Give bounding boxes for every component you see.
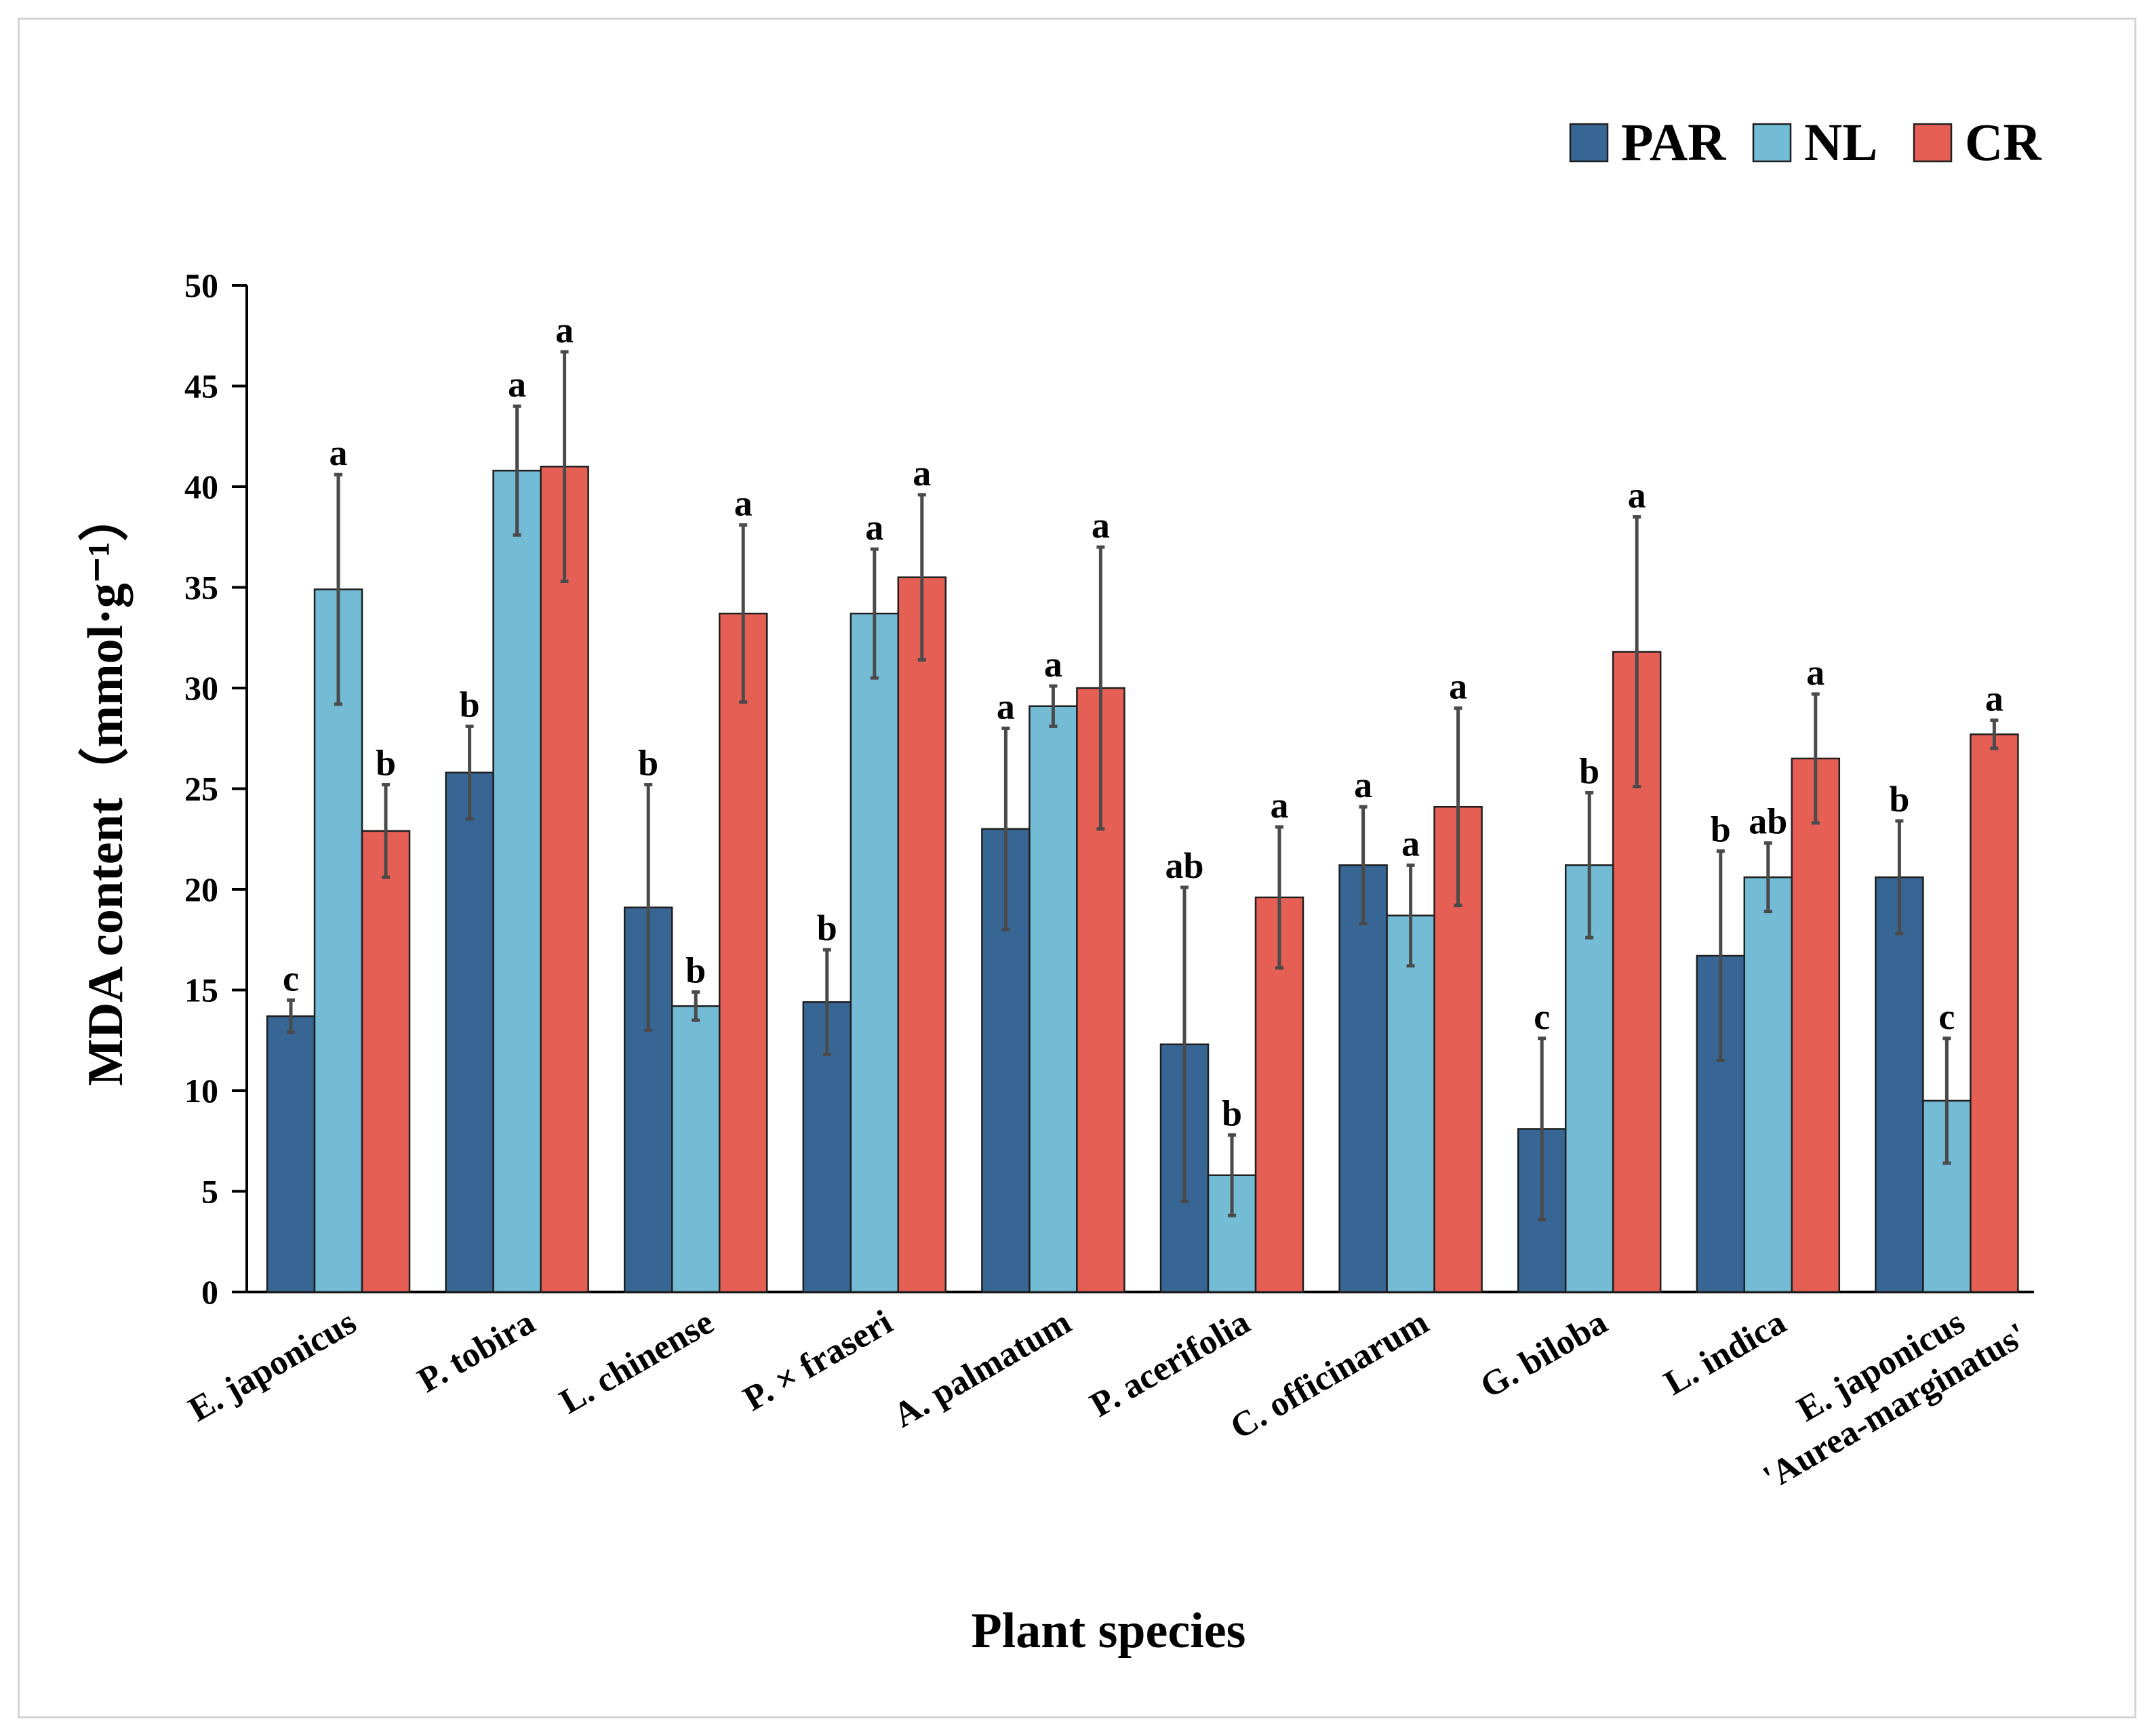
significance-letter: ab	[1165, 845, 1203, 886]
significance-letter: a	[997, 686, 1015, 727]
significance-letter: b	[1711, 809, 1731, 850]
category-label-line: G. biloba	[1474, 1303, 1614, 1406]
category-label: P. tobira	[412, 1303, 542, 1400]
category-label-line: L. indica	[1658, 1303, 1793, 1403]
significance-letter: a	[1449, 666, 1467, 707]
significance-letter: b	[376, 743, 396, 784]
bar-cr	[1791, 757, 1841, 1293]
bar-nl	[1029, 705, 1078, 1293]
legend-swatch-cr	[1913, 123, 1953, 163]
x-axis-title: Plant species	[972, 1603, 1246, 1659]
figure-frame	[18, 18, 2136, 1718]
y-axis-title: MDA content（mmol·g⁻¹）	[78, 491, 134, 1086]
significance-letter: a	[1401, 823, 1420, 864]
significance-letter: a	[1044, 644, 1062, 685]
category-label: G. biloba	[1474, 1303, 1614, 1406]
category-label-line: L. chinense	[553, 1303, 720, 1421]
category-label: A. palmatum	[887, 1303, 1077, 1435]
category-label-line: P. tobira	[412, 1303, 542, 1400]
y-tick-label: 25	[184, 770, 218, 808]
bar-cr	[718, 612, 768, 1293]
legend-label-cr: CR	[1965, 113, 2042, 171]
significance-letter: a	[508, 364, 526, 405]
category-label: E. japonicus	[182, 1303, 363, 1430]
bar-nl	[671, 1005, 721, 1293]
significance-letter: b	[685, 950, 706, 990]
category-label-line: A. palmatum	[887, 1303, 1077, 1435]
y-tick-label: 50	[184, 266, 218, 304]
bar-nl	[1743, 876, 1793, 1293]
significance-letter: a	[1806, 652, 1824, 693]
legend-swatch-par	[1569, 123, 1609, 163]
significance-letter: a	[1628, 475, 1646, 516]
y-tick-label: 10	[184, 1072, 218, 1110]
category-label: E. japonicus'Aurea-marginatus'	[1736, 1279, 2033, 1497]
significance-letter: a	[1271, 785, 1289, 826]
category-label: L. chinense	[553, 1303, 720, 1421]
y-tick-label: 20	[184, 870, 218, 908]
legend-swatch-nl	[1752, 123, 1792, 163]
bar-cr	[540, 466, 589, 1293]
significance-letter: b	[460, 684, 480, 725]
legend-label-nl: NL	[1804, 113, 1877, 171]
category-label: C. officinarum	[1224, 1303, 1435, 1447]
significance-letter: a	[734, 483, 753, 523]
bar-par	[1338, 864, 1388, 1293]
significance-letter: b	[817, 908, 837, 948]
significance-letter: a	[330, 432, 348, 473]
bar-nl	[850, 612, 900, 1293]
bar-par	[266, 1015, 316, 1293]
significance-letter: b	[1889, 779, 1909, 820]
significance-letter: b	[1222, 1093, 1242, 1133]
bar-nl	[492, 469, 542, 1293]
bar-par	[1875, 876, 1924, 1293]
y-tick-label: 45	[184, 367, 218, 405]
legend: PAR NL CR	[1569, 113, 2042, 171]
significance-letter: ab	[1749, 801, 1787, 842]
y-tick-label: 40	[184, 468, 218, 506]
significance-letter: a	[913, 453, 931, 493]
category-label: P. acerifolia	[1084, 1303, 1256, 1425]
significance-letter: a	[1985, 679, 2003, 719]
bar-cr	[361, 830, 411, 1293]
category-label-line: E. japonicus	[182, 1303, 363, 1430]
bar-nl	[313, 588, 363, 1293]
axes: 0 5 10 15 20 25 30 35 40 45 50	[184, 266, 2034, 1311]
category-label: P. × fraseri	[737, 1303, 899, 1419]
significance-letter: a	[1092, 505, 1110, 546]
significance-letter: c	[283, 958, 299, 998]
significance-letter: b	[1579, 750, 1599, 791]
significance-letter: a	[1354, 765, 1372, 805]
significance-letter: a	[555, 310, 574, 350]
y-tick-label: 35	[184, 569, 218, 607]
significance-letter: a	[865, 507, 883, 548]
bars-layer	[266, 350, 2019, 1293]
legend-label-par: PAR	[1621, 113, 1727, 171]
significance-letter: b	[638, 743, 658, 784]
category-label-line: P. acerifolia	[1084, 1303, 1256, 1425]
bar-cr	[897, 576, 947, 1293]
significance-letter: c	[1534, 996, 1550, 1037]
y-tick-label: 15	[184, 971, 218, 1009]
category-label: L. indica	[1658, 1303, 1793, 1403]
category-label-line: C. officinarum	[1224, 1303, 1435, 1447]
significance-letter: c	[1938, 996, 1955, 1037]
y-tick-label: 0	[201, 1273, 218, 1311]
bar-cr	[1970, 733, 2019, 1293]
y-tick-label: 30	[184, 669, 218, 707]
bar-par	[445, 771, 494, 1293]
bar-nl	[1386, 914, 1435, 1293]
y-tick-label: 5	[201, 1173, 218, 1211]
category-label-line: P. × fraseri	[737, 1303, 899, 1419]
